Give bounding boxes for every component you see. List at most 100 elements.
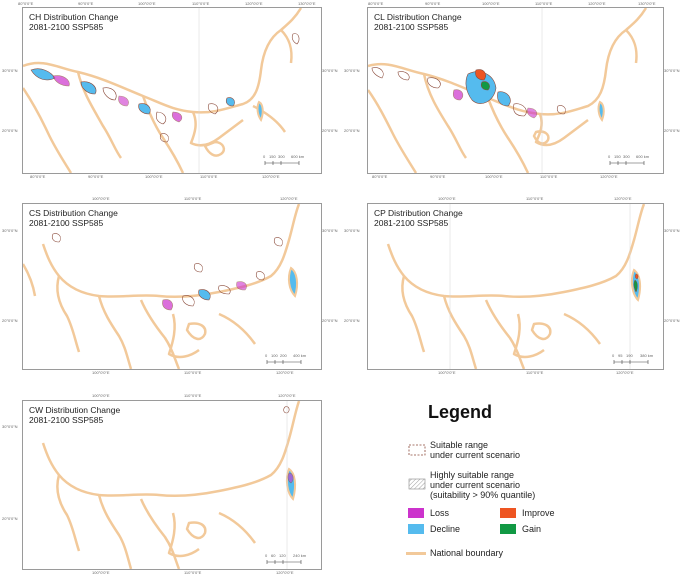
national-boundary-line bbox=[97, 494, 133, 569]
national-boundary-line bbox=[368, 8, 648, 116]
national-boundary-line bbox=[23, 263, 37, 297]
legend-highly-line2: under current scenario bbox=[430, 480, 521, 490]
scale-bar bbox=[609, 161, 645, 165]
scale-bar bbox=[266, 360, 302, 364]
taiwan-island bbox=[597, 100, 605, 123]
axis-tick-label: 130°0'0"E bbox=[638, 1, 656, 6]
axis-tick-label: 110°0'0"E bbox=[526, 196, 544, 201]
distribution-change-patches bbox=[633, 273, 639, 293]
axis-tick-label: 30°0'0"N bbox=[664, 228, 680, 233]
national-boundary-line bbox=[625, 29, 638, 64]
legend-suitable-line2: under current scenario bbox=[430, 450, 521, 460]
scale-label: 190 bbox=[626, 353, 633, 358]
panel-subtitle-text: 2081-2100 SSP585 bbox=[29, 415, 104, 425]
national-boundary-line bbox=[563, 312, 602, 345]
scale-label: 150 bbox=[269, 154, 276, 159]
axis-tick-label: 110°0'0"E bbox=[200, 174, 218, 179]
scale-label: 120 bbox=[279, 553, 286, 558]
national-boundary-line bbox=[56, 474, 81, 552]
axis-tick-label: 30°0'0"N bbox=[322, 228, 338, 233]
axis-tick-label: 20°0'0"N bbox=[2, 318, 18, 323]
axis-tick-label: 120°0'0"E bbox=[278, 393, 296, 398]
map-legend: Legend Suitable range under current scen… bbox=[400, 398, 680, 578]
national-boundary-line bbox=[442, 295, 478, 369]
national-boundary-line bbox=[486, 97, 530, 173]
axis-tick-label: 100°0'0"E bbox=[145, 174, 163, 179]
panel-title-text: CW Distribution Change bbox=[29, 405, 121, 415]
national-boundary-line bbox=[41, 204, 301, 299]
legend-highly-label: Highly suitable range under current scen… bbox=[430, 470, 535, 500]
axis-tick-label: 130°0'0"E bbox=[298, 1, 316, 6]
scale-label: 0 bbox=[612, 353, 615, 358]
legend-suitable-line1: Suitable range bbox=[430, 440, 489, 450]
axis-tick-label: 90°0'0"E bbox=[430, 174, 446, 179]
panel-subtitle-text: 2081-2100 SSP585 bbox=[29, 218, 104, 228]
national-boundary-line bbox=[218, 312, 257, 345]
national-boundary-line bbox=[532, 130, 550, 145]
axis-tick-label: 110°0'0"E bbox=[184, 570, 202, 575]
axis-tick-label: 100°0'0"E bbox=[438, 196, 456, 201]
national-boundary-line bbox=[368, 89, 418, 173]
scale-bar bbox=[613, 360, 649, 364]
panel-title: CS Distribution Change 2081-2100 SSP585 bbox=[29, 208, 118, 228]
national-boundary-line bbox=[167, 512, 200, 558]
map-panel-cp: CP Distribution Change 2081-2100 SSP585 … bbox=[367, 203, 664, 370]
panel-title: CP Distribution Change 2081-2100 SSP585 bbox=[374, 208, 463, 228]
axis-tick-label: 100°0'0"E bbox=[92, 393, 110, 398]
panel-title-text: CH Distribution Change bbox=[29, 12, 119, 22]
national-boundary-line bbox=[139, 299, 181, 369]
scale-label: 0 bbox=[608, 154, 611, 159]
axis-tick-label: 100°0'0"E bbox=[138, 1, 156, 6]
axis-tick-label: 110°0'0"E bbox=[184, 370, 202, 375]
axis-tick-label: 30°0'0"N bbox=[2, 68, 18, 73]
axis-tick-label: 30°0'0"N bbox=[322, 68, 338, 73]
panel-title: CL Distribution Change 2081-2100 SSP585 bbox=[374, 12, 462, 32]
scale-label: 100 bbox=[271, 353, 278, 358]
axis-tick-label: 120°0'0"E bbox=[588, 1, 606, 6]
axis-tick-label: 30°0'0"N bbox=[2, 424, 18, 429]
map-cs-canvas bbox=[23, 204, 302, 369]
highly-suitable-swatch bbox=[408, 478, 426, 490]
suitable-range-swatch bbox=[408, 444, 426, 456]
axis-tick-label: 100°0'0"E bbox=[438, 370, 456, 375]
national-boundary-line bbox=[401, 275, 426, 353]
map-panel-cl: CL Distribution Change 2081-2100 SSP585 … bbox=[367, 7, 664, 174]
map-ch-canvas bbox=[23, 8, 303, 173]
axis-tick-label: 120°0'0"E bbox=[262, 174, 280, 179]
scale-label: 0 bbox=[263, 154, 266, 159]
map-cl-canvas bbox=[368, 8, 648, 173]
scale-bar bbox=[264, 161, 300, 165]
national-boundary-line bbox=[203, 140, 226, 157]
scale-label: 200 bbox=[280, 353, 287, 358]
axis-tick-label: 100°0'0"E bbox=[92, 370, 110, 375]
scale-label: 400 km bbox=[293, 353, 307, 358]
axis-tick-label: 110°0'0"E bbox=[184, 393, 202, 398]
national-boundary-line bbox=[280, 29, 293, 64]
axis-tick-label: 20°0'0"N bbox=[344, 128, 360, 133]
legend-boundary-label: National boundary bbox=[430, 548, 504, 558]
panel-subtitle-text: 2081-2100 SSP585 bbox=[29, 22, 104, 32]
axis-tick-label: 100°0'0"E bbox=[92, 570, 110, 575]
axis-tick-label: 20°0'0"N bbox=[344, 318, 360, 323]
axis-tick-label: 110°0'0"E bbox=[526, 370, 544, 375]
scale-label: 600 km bbox=[291, 154, 305, 159]
decline-swatch bbox=[408, 524, 424, 534]
panel-title-text: CP Distribution Change bbox=[374, 208, 463, 218]
panel-subtitle-text: 2081-2100 SSP585 bbox=[374, 22, 449, 32]
panel-subtitle-text: 2081-2100 SSP585 bbox=[374, 218, 449, 228]
panel-title: CH Distribution Change 2081-2100 SSP585 bbox=[29, 12, 118, 32]
axis-tick-label: 30°0'0"N bbox=[664, 68, 680, 73]
axis-tick-label: 20°0'0"N bbox=[664, 128, 680, 133]
axis-tick-label: 120°0'0"E bbox=[276, 570, 294, 575]
national-boundary-line bbox=[23, 8, 303, 114]
axis-tick-label: 90°0'0"E bbox=[425, 1, 441, 6]
improve-swatch bbox=[500, 508, 516, 518]
axis-tick-label: 80°0'0"E bbox=[368, 1, 384, 6]
distribution-change-patches bbox=[30, 33, 300, 143]
axis-tick-label: 20°0'0"N bbox=[664, 318, 680, 323]
scale-label: 300 bbox=[623, 154, 630, 159]
loss-swatch bbox=[408, 508, 424, 518]
axis-tick-label: 30°0'0"N bbox=[2, 228, 18, 233]
legend-loss-label: Loss bbox=[430, 508, 450, 518]
national-boundary-line bbox=[167, 313, 200, 359]
